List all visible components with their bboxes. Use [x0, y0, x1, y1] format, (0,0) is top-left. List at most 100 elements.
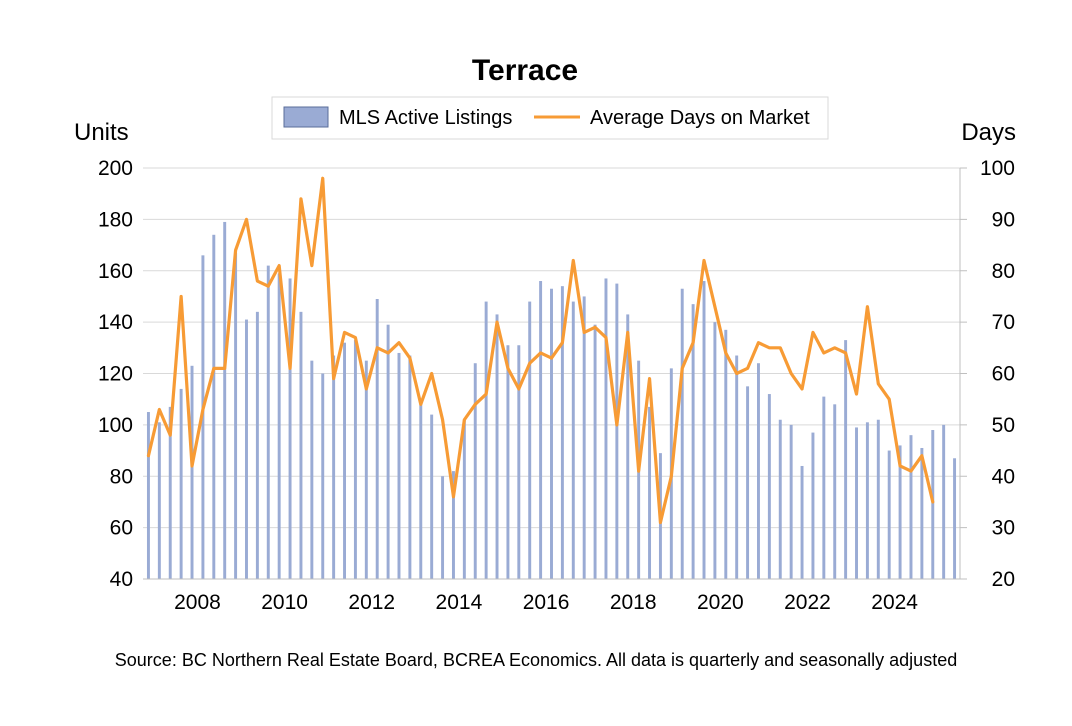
bar [550, 288, 553, 579]
x-tick-label: 2020 [697, 591, 744, 614]
bar [517, 345, 521, 579]
bar [539, 281, 543, 579]
bar [223, 221, 227, 579]
bar [157, 422, 161, 579]
bar [255, 311, 259, 579]
bar [190, 365, 194, 579]
y-left-tick-label: 200 [98, 157, 133, 180]
bar [212, 234, 216, 579]
bar [430, 414, 434, 579]
y-right-tick-label: 40 [992, 465, 1015, 488]
bar [887, 450, 891, 579]
y-left-tick-label: 60 [110, 517, 133, 540]
bar [364, 360, 368, 579]
bar [942, 424, 946, 579]
bar [277, 273, 281, 579]
y-right-tick-label: 30 [992, 517, 1015, 540]
bar [833, 404, 837, 579]
y-right-tick-label: 80 [992, 260, 1015, 283]
bar [560, 286, 564, 579]
bar [865, 422, 869, 579]
bar [343, 342, 346, 579]
bar [778, 419, 782, 579]
y-left-tick-label: 120 [98, 363, 133, 386]
bar [920, 447, 924, 579]
bar [375, 299, 379, 579]
legend-label-listings: MLS Active Listings [339, 107, 512, 129]
bar [767, 394, 771, 579]
axes: 40 60 80 100 120 140 160 180 200 20 30 40 50 60 70 80 90… [98, 157, 1015, 614]
bar [876, 419, 880, 579]
y-right-tick-label: 100 [980, 157, 1015, 180]
bar [789, 424, 793, 579]
y-left-tick-label: 100 [98, 414, 133, 437]
chart-title: Terrace [472, 54, 578, 87]
y-right-tick-label: 50 [992, 414, 1015, 437]
bar [332, 355, 336, 579]
bar [953, 458, 957, 579]
bar [855, 427, 858, 579]
x-tick-label: 2012 [348, 591, 395, 614]
bar [386, 324, 390, 579]
bar [168, 406, 172, 579]
line-series [146, 176, 935, 525]
bar [702, 281, 706, 579]
right-axis-unit: Days [961, 119, 1016, 146]
y-left-tick-label: 40 [110, 568, 133, 591]
x-tick-label: 2016 [523, 591, 570, 614]
bar [473, 363, 477, 579]
y-left-tick-label: 140 [98, 311, 133, 334]
y-left-tick-label: 160 [98, 260, 133, 283]
y-left-tick-label: 80 [110, 465, 133, 488]
bar [441, 476, 445, 579]
bar [593, 324, 597, 579]
bar [909, 435, 913, 579]
bar [179, 388, 183, 579]
bar [615, 283, 619, 579]
bar [691, 304, 695, 579]
legend: MLS Active Listings Average Days on Mark… [271, 96, 829, 140]
bar [245, 319, 248, 579]
bar [484, 301, 488, 579]
bar [724, 329, 728, 579]
legend-bar-swatch [283, 106, 329, 128]
bar [931, 430, 935, 579]
x-tick-label: 2024 [871, 591, 918, 614]
bar [582, 296, 586, 579]
bar [571, 301, 575, 579]
bar [528, 301, 532, 579]
bar [898, 445, 902, 579]
bar [506, 345, 510, 579]
bar [757, 363, 760, 579]
bar [321, 373, 325, 579]
x-tick-label: 2022 [784, 591, 831, 614]
bar [713, 322, 717, 579]
bar [397, 352, 401, 579]
bar [299, 311, 303, 579]
bar [266, 265, 270, 579]
y-right-tick-label: 60 [992, 363, 1015, 386]
y-right-tick-label: 70 [992, 311, 1015, 334]
y-left-tick-label: 180 [98, 208, 133, 231]
bar [822, 396, 826, 579]
x-tick-label: 2008 [174, 591, 221, 614]
y-right-tick-label: 20 [992, 568, 1015, 591]
bar [746, 386, 750, 579]
bar [353, 340, 357, 579]
bar [310, 360, 314, 579]
bar [844, 340, 848, 579]
bar [800, 465, 804, 579]
bar [408, 355, 412, 579]
x-tick-label: 2018 [610, 591, 657, 614]
x-tick-label: 2014 [436, 591, 483, 614]
legend-label-days: Average Days on Market [590, 107, 810, 129]
bar [451, 471, 455, 579]
bar [146, 412, 150, 579]
bar [419, 404, 423, 579]
bar [288, 278, 292, 579]
y-right-tick-label: 90 [992, 208, 1015, 231]
bar [680, 288, 684, 579]
left-axis-unit: Units [74, 119, 129, 146]
bar [462, 419, 466, 579]
